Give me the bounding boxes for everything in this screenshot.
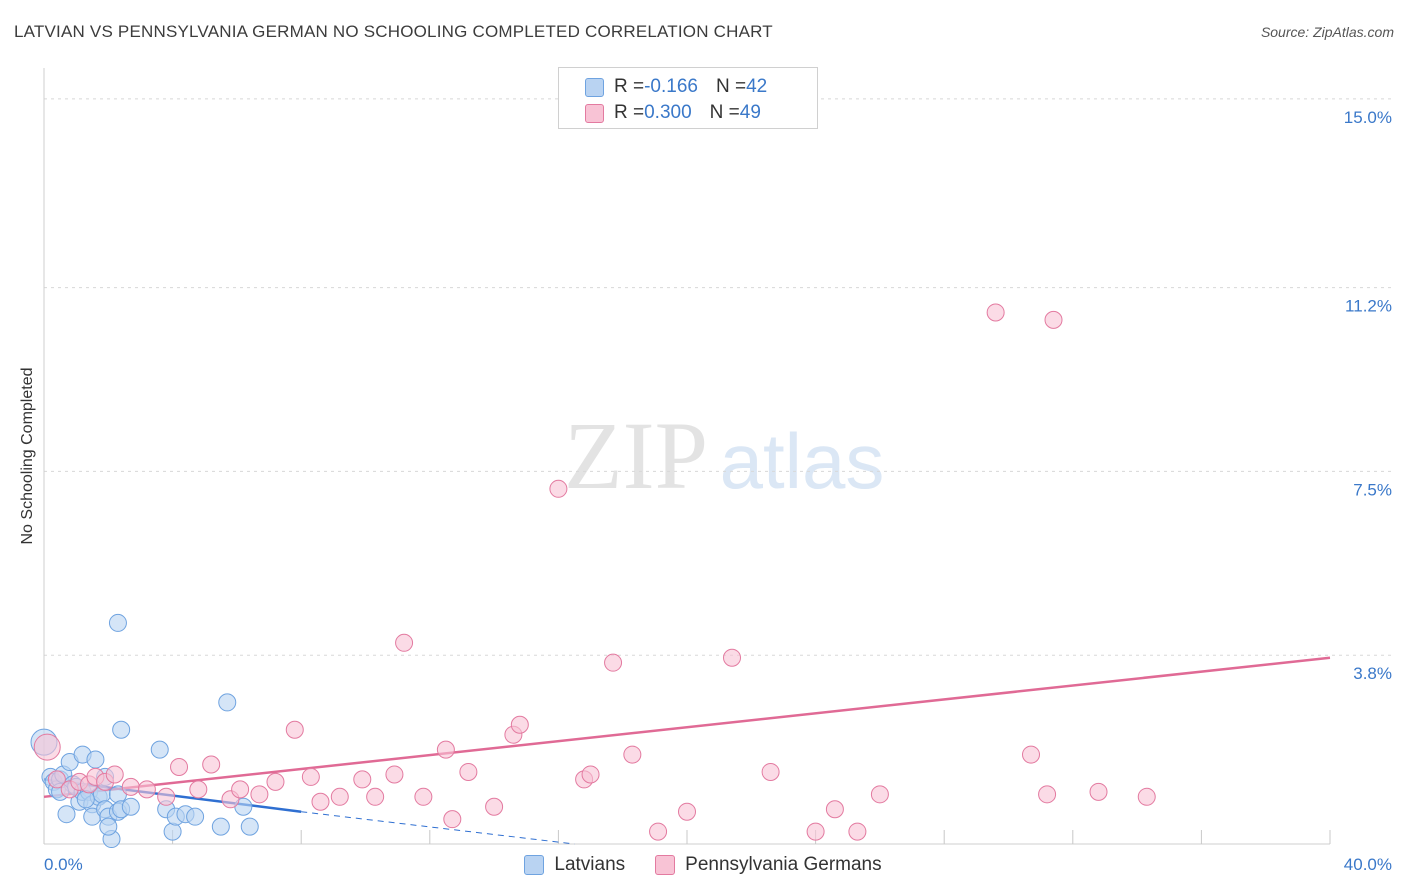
chart-title: LATVIAN VS PENNSYLVANIA GERMAN NO SCHOOL… bbox=[14, 22, 773, 41]
r-value: -0.166 bbox=[644, 76, 698, 97]
legend-label: Pennsylvania Germans bbox=[685, 854, 882, 875]
y-tick-label: 11.2% bbox=[1345, 297, 1392, 316]
pennsylvania-german-trend-line bbox=[43, 656, 1331, 799]
latvian-point bbox=[240, 817, 259, 836]
pennsylvania-german-point bbox=[33, 733, 61, 761]
pennsylvania-german-point bbox=[1022, 745, 1041, 764]
latvian-point bbox=[112, 720, 131, 739]
x-tick-label-min: 0.0% bbox=[44, 855, 83, 874]
data-points bbox=[30, 303, 1156, 849]
latvians-legend-swatch bbox=[524, 855, 545, 875]
latvian-point bbox=[57, 805, 76, 824]
latvian-point bbox=[211, 817, 230, 836]
pennsylvania-german-point bbox=[311, 792, 330, 811]
latvian-trend-extension bbox=[301, 811, 575, 845]
pennsylvania-german-point bbox=[436, 740, 455, 759]
legend-label: Latvians bbox=[554, 854, 626, 875]
n-value: 49 bbox=[739, 102, 761, 123]
pennsylvania-german-point bbox=[395, 633, 414, 652]
pennsylvania-german-point bbox=[723, 648, 742, 667]
pennsylvania-german-point bbox=[137, 780, 156, 799]
tick-labels: 3.8% 7.5% 11.2% 15.0% 0.0% 40.0% bbox=[44, 108, 1392, 874]
pennsylvania-german-point bbox=[353, 770, 372, 789]
series-legend: Latvians Pennsylvania Germans bbox=[0, 852, 1406, 878]
latvian-point bbox=[163, 822, 182, 841]
pennsylvania-german-point bbox=[1044, 310, 1063, 329]
pennsylvania-german-point bbox=[285, 720, 304, 739]
pennsylvania-german-point bbox=[231, 780, 250, 799]
axes bbox=[43, 68, 1331, 845]
pennsylvania-german-point bbox=[443, 810, 462, 829]
x-tick-label-max: 40.0% bbox=[1344, 855, 1392, 874]
pennsylvania-german-point bbox=[870, 785, 889, 804]
watermark-atlas: atlas bbox=[720, 417, 885, 505]
source-label: Source: ZipAtlas.com bbox=[1260, 24, 1394, 40]
legend-item-pennsylvania-germans[interactable]: Pennsylvania Germans bbox=[655, 854, 882, 876]
pennsylvania-german-point bbox=[649, 822, 668, 841]
pennsylvania-german-point bbox=[170, 758, 189, 776]
pennsylvania-german-point bbox=[157, 787, 176, 806]
pennsylvania-germans-legend-swatch bbox=[655, 855, 676, 875]
legend-item-latvians[interactable]: Latvians bbox=[524, 854, 625, 876]
pennsylvania-german-point bbox=[250, 785, 269, 804]
pennsylvania-german-point bbox=[459, 762, 478, 781]
y-tick-label: 3.8% bbox=[1353, 664, 1392, 683]
r-label: R = bbox=[614, 102, 645, 123]
pennsylvania-german-point bbox=[1038, 785, 1057, 804]
pennsylvania-german-point bbox=[266, 772, 285, 791]
latvian-point bbox=[186, 807, 205, 826]
latvian-point bbox=[76, 790, 95, 809]
pennsylvania-german-point bbox=[366, 787, 385, 806]
pennsylvania-german-point bbox=[414, 787, 433, 806]
pennsylvania-german-point bbox=[301, 767, 320, 786]
pennsylvania-german-point bbox=[581, 765, 600, 784]
latvian-point bbox=[150, 740, 169, 759]
pennsylvania-german-point bbox=[806, 822, 825, 841]
pennsylvania-german-point bbox=[549, 479, 568, 498]
latvian-point bbox=[86, 750, 105, 769]
pennsylvania-german-point bbox=[189, 780, 208, 799]
latvian-point bbox=[108, 613, 127, 632]
pennsylvania-german-point bbox=[604, 653, 623, 672]
latvian-point bbox=[121, 797, 140, 816]
stats-legend: R = -0.166 N = 42 R = 0.300 N = 49 bbox=[558, 67, 818, 129]
latvian-point bbox=[99, 817, 118, 836]
r-value: 0.300 bbox=[644, 102, 692, 123]
r-label: R = bbox=[614, 76, 645, 97]
pennsylvania-german-point bbox=[385, 765, 404, 784]
pennsylvania-german-point bbox=[330, 787, 349, 806]
pennsylvania-german-point bbox=[986, 303, 1005, 322]
pennsylvania-german-point bbox=[623, 745, 642, 764]
n-label: N = bbox=[709, 102, 740, 123]
stats-row-latvians: R = -0.166 N = 42 bbox=[585, 75, 767, 99]
pennsylvania-germans-swatch bbox=[585, 103, 604, 123]
pennsylvania-german-point bbox=[510, 715, 529, 734]
pennsylvania-german-point bbox=[678, 802, 696, 821]
pennsylvania-german-point bbox=[1137, 787, 1156, 806]
pennsylvania-german-point bbox=[761, 762, 780, 781]
pennsylvania-german-point bbox=[202, 755, 221, 774]
pennsylvania-german-point bbox=[47, 770, 66, 789]
y-tick-label: 7.5% bbox=[1353, 480, 1392, 499]
latvians-swatch bbox=[585, 77, 604, 97]
pennsylvania-german-point bbox=[825, 800, 844, 819]
n-value: 42 bbox=[746, 76, 768, 97]
watermark: ZIP atlas bbox=[564, 402, 884, 509]
pennsylvania-german-point bbox=[1089, 782, 1108, 801]
pennsylvania-german-point bbox=[485, 797, 504, 816]
y-tick-label: 15.0% bbox=[1344, 108, 1392, 127]
gridlines bbox=[44, 98, 1392, 656]
stats-row-pennsylvania-germans: R = 0.300 N = 49 bbox=[585, 101, 761, 125]
pennsylvania-german-point bbox=[121, 777, 140, 796]
pennsylvania-german-point bbox=[105, 765, 124, 784]
latvian-point bbox=[218, 693, 237, 712]
watermark-zip: ZIP bbox=[564, 402, 708, 509]
n-label: N = bbox=[715, 76, 747, 97]
pennsylvania-german-point bbox=[848, 822, 867, 841]
